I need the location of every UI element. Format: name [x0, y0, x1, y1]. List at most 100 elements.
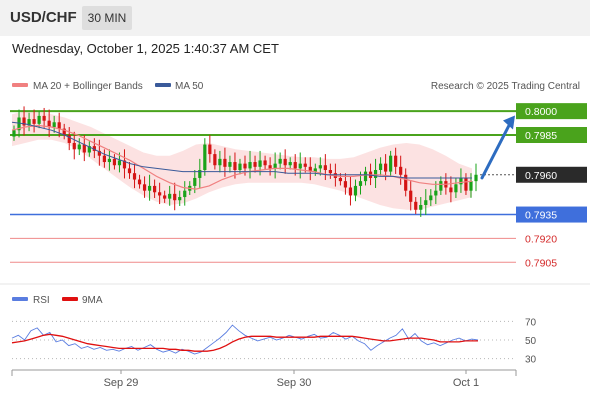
rsi-legend-label: RSI [33, 295, 50, 306]
candle-body [469, 181, 473, 191]
rsi-series-0 [11, 324, 479, 355]
candle-body [258, 160, 262, 167]
level-label-0-8000: 0.8000 [525, 106, 557, 118]
bollinger-band-fill [12, 111, 472, 210]
candle-body [459, 177, 463, 185]
candle-body [464, 177, 468, 191]
candle-body [223, 158, 227, 167]
candle-body [22, 117, 26, 126]
level-lines [10, 110, 516, 263]
legend: MA 20 + Bollinger Bands MA 50 Research ©… [12, 81, 580, 92]
candle-body [358, 181, 363, 186]
candle-body [328, 170, 332, 174]
candle-body [32, 119, 36, 124]
level-label-0-7935: 0.7935 [525, 210, 557, 222]
candle-body [449, 187, 453, 193]
candle-body [424, 200, 428, 205]
candle-body [394, 155, 398, 167]
x-tick-label: Sep 30 [277, 377, 312, 389]
candle-body [353, 185, 358, 196]
candle-body [283, 158, 287, 166]
candle-body [173, 193, 177, 201]
candle-body [389, 155, 393, 172]
level-label-box-0-8000 [516, 103, 587, 120]
candle-body [17, 117, 21, 131]
candle-body [62, 128, 66, 135]
candle-body [474, 174, 478, 182]
rsi-tick-50: 50 [525, 336, 537, 347]
candle-body [313, 168, 317, 172]
ma20-legend-swatch [12, 83, 28, 87]
candle-body [87, 146, 91, 153]
ma50-legend-swatch [155, 83, 171, 87]
rsi-tick-70: 70 [525, 317, 537, 328]
level-label-0-7960: 0.7960 [525, 170, 557, 182]
candle-body [308, 166, 312, 172]
candle-body [404, 174, 408, 191]
timeframe-button[interactable]: 30 MIN [82, 6, 132, 30]
candle-body [47, 120, 51, 128]
candle-body [82, 144, 86, 153]
candle-body [42, 115, 46, 121]
candle-body [77, 144, 81, 150]
moving-averages [11, 121, 473, 190]
candle-body [37, 115, 41, 124]
candle-body [318, 165, 322, 169]
candle-body [238, 163, 242, 170]
candle-body [399, 166, 403, 175]
x-tick-label: Oct 1 [453, 377, 479, 389]
level-label-box-0-7985 [516, 127, 587, 143]
candle-body [137, 179, 142, 185]
candle-body [158, 192, 162, 196]
candle-body [163, 195, 167, 199]
candle-body [168, 193, 172, 199]
candle-body [72, 142, 76, 150]
candle-body [248, 162, 252, 169]
candle-body [288, 162, 292, 166]
candles [12, 106, 478, 217]
candle-body [323, 165, 327, 170]
candle-body [233, 162, 237, 170]
candle-body [97, 150, 101, 156]
candle-body [384, 163, 388, 172]
candle-body [127, 168, 132, 174]
ma20-legend-label: MA 20 + Bollinger Bands [33, 81, 143, 92]
ma50-line [11, 121, 472, 179]
candle-body [434, 190, 438, 196]
level-label-box-0-7960 [516, 166, 587, 183]
level-label-0-7985: 0.7985 [525, 130, 557, 142]
rsi-legend: RSI 9MA [12, 295, 103, 306]
level-label-0-7905: 0.7905 [525, 257, 557, 269]
level-labels: 0.8000 0.7985 0.7960 0.7935 0.7920 0.7905 [516, 103, 587, 269]
candle-body [348, 187, 353, 196]
candle-body [409, 190, 413, 202]
rsi-lines [11, 324, 479, 355]
candle-body [303, 163, 307, 167]
candle-body [378, 163, 383, 170]
candle-body [52, 122, 56, 128]
candle-body [253, 162, 257, 167]
rsi-tick-30: 30 [525, 355, 537, 366]
candle-body [293, 162, 297, 169]
candle-body [142, 184, 147, 191]
candle-body [268, 165, 272, 169]
forecast-arrow [480, 115, 515, 180]
ma50-legend-label: MA 50 [175, 81, 204, 92]
candle-body [338, 177, 343, 182]
candle-body [243, 163, 247, 169]
candle-body [12, 130, 16, 137]
candle-body [67, 135, 71, 143]
candle-body [228, 162, 232, 167]
candle-body [183, 190, 187, 198]
candle-body [153, 185, 157, 193]
forecast-arrow-head [503, 115, 515, 130]
level-label-box-0-7935 [516, 206, 587, 223]
candle-body [439, 181, 443, 191]
candle-body [57, 122, 61, 129]
candle-body [218, 158, 222, 166]
candle-body [178, 197, 182, 201]
candle-body [298, 163, 302, 169]
candle-body [132, 173, 137, 180]
timestamp: Wednesday, October 1, 2025 1:40:37 AM CE… [12, 41, 279, 56]
candle-body [203, 144, 207, 170]
